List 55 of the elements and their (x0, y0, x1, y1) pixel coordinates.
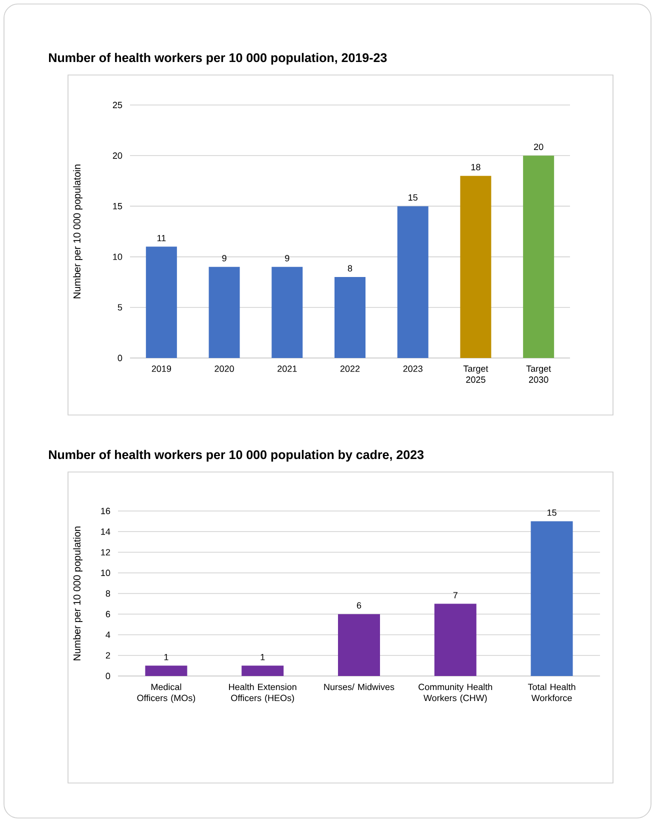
bar (460, 176, 492, 358)
y-tick-label: 10 (113, 254, 122, 260)
bar (146, 246, 177, 358)
x-tick-label: Community Health Workers (CHW) (418, 684, 492, 703)
bar (523, 156, 554, 358)
data-label: 20 (534, 144, 544, 150)
data-label: 8 (348, 265, 352, 272)
y-tick-label: 16 (101, 508, 110, 514)
y-tick-label: 5 (118, 304, 122, 311)
bar (530, 521, 573, 676)
bar (397, 206, 428, 358)
bar (145, 666, 188, 676)
y-tick-label: 20 (112, 152, 122, 159)
y-tick-label: 6 (106, 610, 110, 618)
x-tick-label: 2023 (403, 366, 422, 372)
x-tick-label: Nurses/ Midwives (324, 684, 394, 690)
data-label: 7 (453, 592, 458, 598)
x-tick-label: Target 2025 (463, 366, 488, 383)
y-tick-label: 4 (106, 632, 110, 638)
bar (334, 277, 366, 358)
x-tick-label: Medical Officers (MOs) (137, 684, 196, 703)
bar (338, 614, 380, 676)
x-tick-label: Total Health Workforce (528, 684, 576, 702)
x-tick-label: Target 2030 (526, 366, 552, 383)
y-axis-title: Number per 10 000 population (73, 526, 82, 660)
y-tick-label: 0 (106, 672, 110, 680)
data-label: 11 (157, 234, 166, 242)
y-tick-label: 10 (101, 570, 110, 576)
y-tick-label: 0 (118, 354, 122, 362)
data-label: 18 (471, 164, 480, 170)
x-tick-label: 2019 (152, 366, 172, 372)
data-label: 1 (164, 654, 168, 660)
y-tick-label: 2 (106, 652, 110, 659)
data-label: 1 (260, 654, 265, 660)
chart-title: Number of health workers per 10 000 population, 2019-23 (49, 52, 387, 65)
x-tick-label: Health Extension Officers (HEOs) (229, 684, 296, 703)
x-tick-label: 2022 (340, 366, 360, 372)
bar (272, 266, 303, 358)
y-tick-label: 12 (101, 549, 110, 556)
data-label: 15 (408, 194, 418, 201)
y-tick-label: 14 (101, 528, 110, 535)
data-label: 9 (285, 255, 290, 262)
y-tick-label: 15 (113, 203, 122, 210)
bar (208, 266, 240, 358)
y-tick-label: 8 (106, 590, 110, 597)
x-tick-label: 2021 (278, 366, 297, 372)
data-label: 15 (547, 509, 556, 516)
data-label: 6 (356, 602, 362, 609)
x-tick-label: 2020 (214, 366, 234, 372)
bar (434, 604, 476, 676)
bar (242, 666, 284, 676)
y-axis-title: Number per 10 000 populatoin (73, 164, 82, 298)
y-tick-label: 25 (112, 102, 122, 108)
data-label: 9 (222, 255, 226, 262)
chart-title: Number of health workers per 10 000 population by cadre, 2023 (49, 450, 424, 462)
